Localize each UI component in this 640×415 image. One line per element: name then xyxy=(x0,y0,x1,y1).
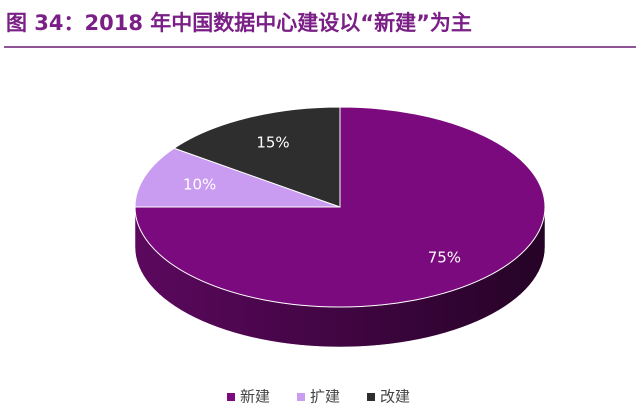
legend-swatch xyxy=(367,393,375,401)
slice xyxy=(134,147,341,208)
legend-label: 改建 xyxy=(380,388,410,406)
legend: 新建 扩建 改建 xyxy=(227,388,410,406)
data-label: 75% xyxy=(428,248,461,266)
legend-swatch xyxy=(297,393,305,401)
data-label: 10% xyxy=(183,175,216,193)
legend-label: 扩建 xyxy=(310,388,340,406)
data-label: 15% xyxy=(256,133,289,151)
legend-label: 新建 xyxy=(240,388,270,406)
legend-swatch xyxy=(227,393,235,401)
pie: 75% 10% 15% xyxy=(134,106,546,348)
slice xyxy=(173,106,341,208)
chart-title: 图 34：2018 年中国数据中心建设以“新建”为主 xyxy=(6,11,472,35)
